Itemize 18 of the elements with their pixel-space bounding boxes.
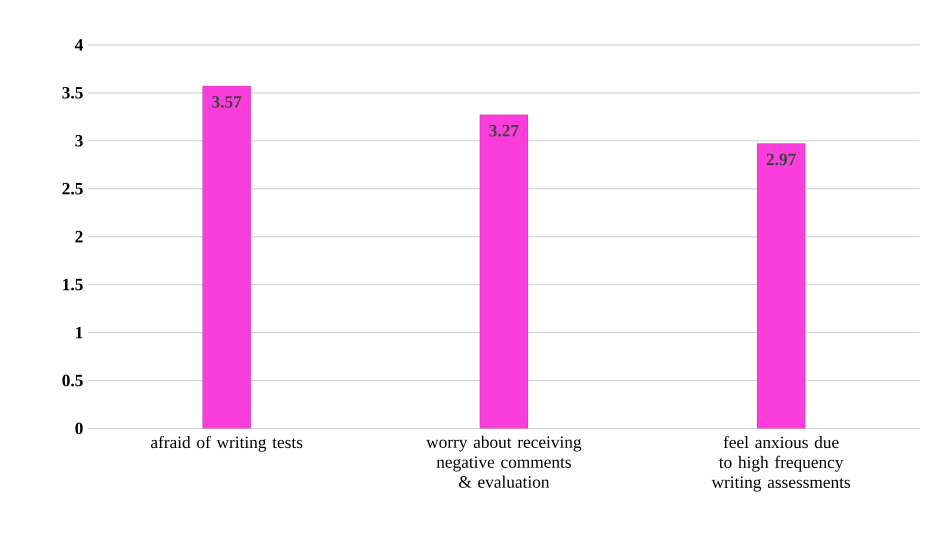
x-tick-label: feel anxious due to high frequency writing assessments: [712, 436, 850, 492]
x-tick-label: worry about receiving negative comments & evaluation: [426, 436, 582, 488]
y-tick-label: 0.5: [62, 374, 83, 386]
y-tick-label: 2: [75, 230, 83, 242]
y-tick-label: 3: [75, 134, 83, 147]
y-tick-label: 4: [74, 39, 84, 50]
y-tick-label: 1: [76, 326, 82, 338]
bar: [480, 114, 528, 428]
y-tick-label: 3.5: [62, 86, 83, 99]
bar: [202, 86, 251, 428]
x-tick-label: afraid of writing tests: [150, 436, 302, 452]
y-tick-label: 0: [75, 422, 83, 434]
bar: [756, 143, 806, 428]
data-label: 3.27: [489, 124, 519, 137]
y-tick-label: 1.5: [63, 278, 83, 290]
data-label: 3.57: [212, 96, 242, 108]
data-label: 2.97: [766, 154, 796, 166]
y-tick-label: 2.5: [62, 182, 83, 195]
